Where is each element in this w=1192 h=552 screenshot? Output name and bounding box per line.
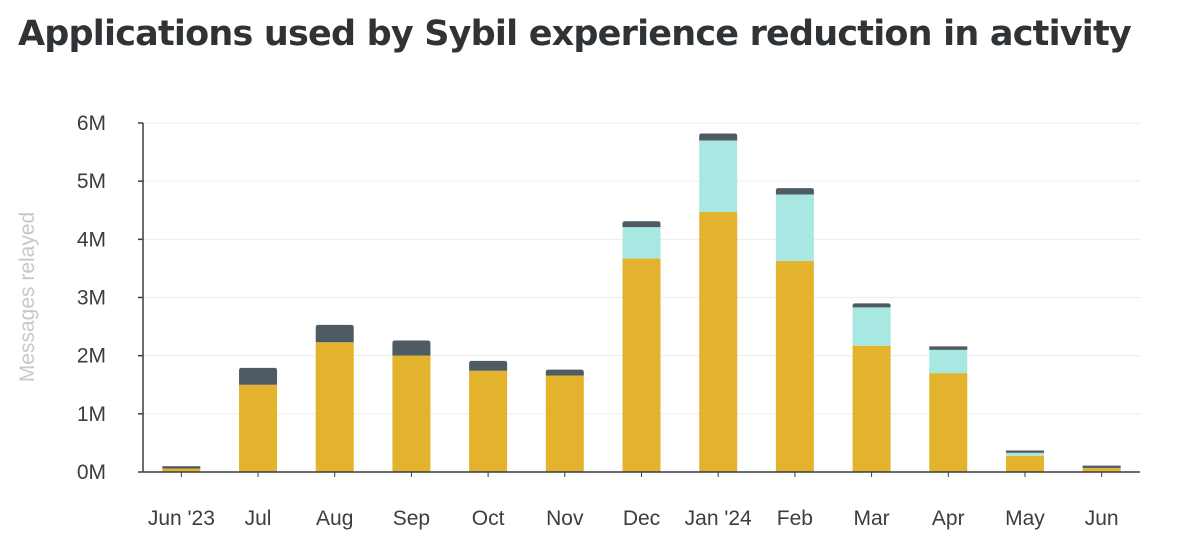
x-tick-label: Jun	[1085, 507, 1119, 530]
bar-segment-series-0	[852, 345, 891, 472]
bar-segment-series-0	[545, 375, 584, 472]
bar-segment-series-2	[1082, 465, 1121, 468]
bar-segment-series-1	[699, 140, 738, 212]
bar-segment-series-0	[1082, 467, 1121, 472]
x-tick-label: Sep	[393, 507, 430, 530]
x-tick-label: Oct	[472, 507, 505, 530]
x-tick-label: Aug	[316, 507, 353, 530]
bar-segment-series-2	[239, 367, 278, 385]
bar-segment-series-0	[392, 355, 431, 472]
y-tick-label: 2M	[77, 345, 106, 368]
x-tick-label: Jun '23	[148, 507, 215, 530]
bar-segment-series-0	[929, 373, 968, 472]
axes: 0M 1M 2M 3M 4M 5M 6M Jun '23 Jul Aug Sep Oct Nov Dec J…	[77, 112, 1140, 530]
bar-segment-series-2	[775, 188, 814, 195]
y-tick-label: 5M	[77, 170, 106, 193]
bars	[162, 133, 1121, 472]
bar-segment-series-0	[239, 384, 278, 472]
bar-segment-series-0	[775, 260, 814, 472]
bar-segment-series-1	[1005, 452, 1044, 456]
bar-segment-series-2	[162, 466, 201, 469]
bar-segment-series-0	[699, 211, 738, 472]
y-tick-label: 4M	[77, 228, 106, 251]
x-tick-label: Apr	[932, 507, 965, 530]
bar-segment-series-1	[622, 227, 661, 259]
y-tick-label: 3M	[77, 287, 106, 310]
x-tick-label: Dec	[623, 507, 660, 530]
y-tick-label: 6M	[77, 112, 106, 135]
x-tick-label: Nov	[546, 507, 584, 530]
bar-segment-series-2	[1005, 450, 1044, 453]
bar-segment-series-0	[315, 342, 354, 472]
bar-segment-series-1	[775, 194, 814, 261]
x-tick-label: May	[1005, 507, 1045, 530]
x-tick-label: Mar	[853, 507, 889, 530]
y-axis-title: Messages relayed	[16, 212, 39, 382]
bar-segment-series-2	[622, 221, 661, 228]
y-tick-label: 1M	[77, 403, 106, 426]
bar-segment-series-2	[699, 133, 738, 141]
bar-segment-series-2	[929, 346, 968, 350]
x-tick-label: Feb	[777, 507, 813, 530]
bar-segment-series-0	[1005, 455, 1044, 472]
x-tick-label: Jul	[245, 507, 272, 530]
bar-segment-series-2	[469, 360, 508, 371]
bar-segment-series-2	[852, 303, 891, 308]
bar-segment-series-0	[469, 370, 508, 472]
chart-title: Applications used by Sybil experience re…	[18, 14, 1132, 54]
bar-segment-series-1	[929, 349, 968, 374]
bar-segment-series-1	[852, 307, 891, 346]
bar-segment-series-0	[622, 258, 661, 472]
bar-segment-series-2	[545, 369, 584, 376]
bar-segment-series-2	[315, 324, 354, 343]
bar-segment-series-0	[162, 468, 201, 472]
bar-segment-series-2	[392, 340, 431, 356]
x-tick-label: Jan '24	[685, 507, 752, 530]
y-tick-label: 0M	[77, 461, 106, 484]
